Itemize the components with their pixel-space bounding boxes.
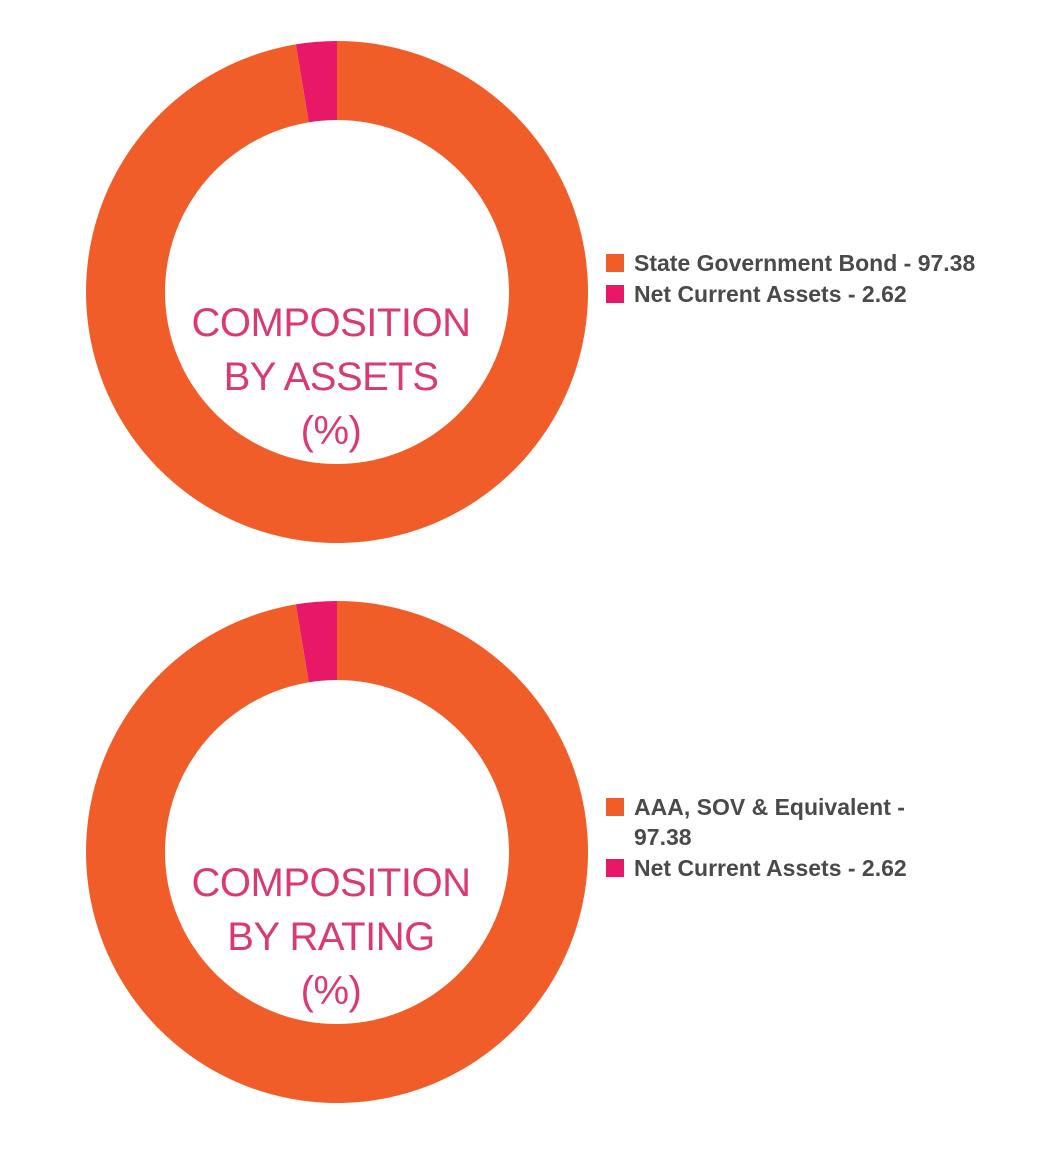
rating-title-line-2: BY RATING	[227, 915, 435, 959]
donut-slice-1	[86, 601, 588, 1103]
rating-donut-title: COMPOSITION BY RATING (%)	[156, 856, 506, 1018]
rating-donut	[86, 601, 588, 1103]
legend-label: AAA, SOV & Equivalent - 97.38	[634, 794, 905, 850]
donut-slice-2	[295, 41, 337, 123]
assets-donut	[86, 41, 588, 543]
assets-donut-title: COMPOSITION BY ASSETS (%)	[156, 296, 506, 458]
assets-legend-item-state-government-bond: State Government Bond - 97.38	[606, 248, 1026, 278]
rating-legend: AAA, SOV & Equivalent - 97.38 Net Curren…	[606, 792, 936, 884]
legend-label: Net Current Assets - 2.62	[634, 855, 907, 881]
legend-swatch-secondary	[606, 859, 624, 877]
legend-label: Net Current Assets - 2.62	[634, 281, 907, 307]
legend-swatch-secondary	[606, 285, 624, 303]
assets-title-line-3: (%)	[300, 409, 362, 453]
legend-swatch-primary	[606, 798, 624, 816]
rating-legend-item-aaa-sov-equivalent: AAA, SOV & Equivalent - 97.38	[606, 792, 936, 852]
donut-slice-2	[295, 601, 337, 683]
composition-by-assets-chart: COMPOSITION BY ASSETS (%) State Governme…	[0, 0, 1056, 560]
rating-legend-item-net-current-assets: Net Current Assets - 2.62	[606, 853, 936, 883]
rating-title-line-1: COMPOSITION	[191, 861, 471, 905]
assets-legend-item-net-current-assets: Net Current Assets - 2.62	[606, 279, 1026, 309]
assets-title-line-1: COMPOSITION	[191, 301, 471, 345]
legend-swatch-primary	[606, 254, 624, 272]
composition-by-rating-chart: COMPOSITION BY RATING (%) AAA, SOV & Equ…	[0, 560, 1056, 1120]
donut-slice-1	[86, 41, 588, 543]
legend-label: State Government Bond - 97.38	[634, 250, 976, 276]
assets-title-line-2: BY ASSETS	[223, 355, 439, 399]
assets-legend: State Government Bond - 97.38 Net Curren…	[606, 248, 1026, 310]
rating-title-line-3: (%)	[300, 969, 362, 1013]
